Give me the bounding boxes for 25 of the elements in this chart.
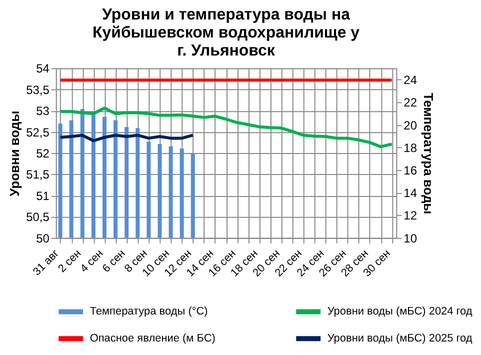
y2-tick-label: 18 <box>404 140 418 155</box>
y2-tick-label: 10 <box>404 231 418 246</box>
y2-tick-label: 20 <box>404 118 418 132</box>
y-tick-label: 52,5 <box>26 125 50 140</box>
chart-title: Уровни и температура воды на Куйбышевском водохранилище у г. Ульяновск <box>92 6 360 60</box>
y-tick-label: 52 <box>36 146 50 161</box>
y-tick-label: 50 <box>36 231 50 246</box>
legend-label: Температура воды (°C) <box>90 306 208 318</box>
y2-axis-title: Температура воды <box>420 92 436 214</box>
y-tick-label: 53,5 <box>26 82 50 97</box>
y-tick-label: 54 <box>36 62 50 76</box>
y2-tick-label: 22 <box>404 96 418 110</box>
y2-tick-label: 12 <box>404 208 418 223</box>
y-tick-label: 51 <box>36 188 50 203</box>
legend-label: Уровни воды (мБС) 2024 год <box>327 306 473 318</box>
line-series <box>58 106 394 148</box>
legend-label: Уровни воды (мБС) 2025 год <box>327 332 473 345</box>
y-tick-label: 51,5 <box>26 168 50 182</box>
y2-tick-label: 16 <box>404 164 418 178</box>
y-tick-label: 50,5 <box>26 210 50 224</box>
y-axis-title: Уровни воды <box>7 110 22 196</box>
legend-label: Опасное явление (м БС) <box>90 332 216 345</box>
y-tick-label: 53 <box>36 104 50 118</box>
y2-tick-label: 14 <box>404 186 418 200</box>
y2-tick-label: 24 <box>404 73 418 88</box>
